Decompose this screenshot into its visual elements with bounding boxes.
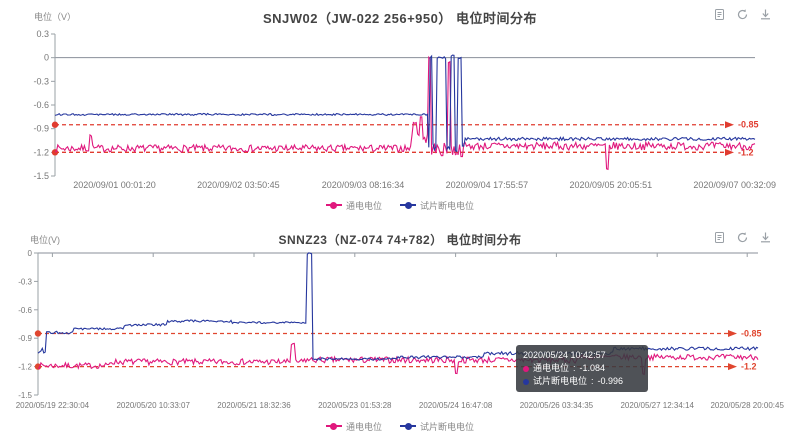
svg-text:2020/09/01 00:01:20: 2020/09/01 00:01:20 bbox=[73, 180, 156, 190]
svg-text:-1.2: -1.2 bbox=[738, 147, 754, 157]
tooltip-colon: : bbox=[591, 376, 594, 387]
chart1-y-axis-title: 电位（V） bbox=[34, 12, 77, 22]
svg-text:2020/05/20 10:33:07: 2020/05/20 10:33:07 bbox=[116, 401, 190, 410]
data-view-icon[interactable] bbox=[713, 8, 726, 21]
chart1-header: 电位（V） SNJW02（JW-022 256+950） 电位时间分布 bbox=[0, 0, 800, 26]
legend-marker bbox=[400, 201, 416, 209]
svg-text:-0.6: -0.6 bbox=[18, 306, 32, 315]
svg-text:2020/05/28 20:00:45: 2020/05/28 20:00:45 bbox=[710, 401, 784, 410]
svg-text:-0.85: -0.85 bbox=[741, 328, 762, 338]
svg-text:2020/09/07 00:32:09: 2020/09/07 00:32:09 bbox=[693, 180, 776, 190]
tooltip-colon: : bbox=[573, 363, 576, 374]
svg-text:-1.2: -1.2 bbox=[18, 363, 32, 372]
legend-item-on-potential[interactable]: 通电电位 bbox=[325, 420, 382, 433]
chart2-legend: 通电电位 试片断电电位 bbox=[0, 417, 800, 435]
chart1-toolbox bbox=[713, 8, 772, 21]
chart-tooltip: 2020/05/24 10:42:57 通电电位: -1.084 试片断电电位:… bbox=[516, 345, 648, 393]
data-view-icon[interactable] bbox=[713, 231, 726, 244]
svg-text:2020/05/23 01:53:28: 2020/05/23 01:53:28 bbox=[318, 401, 392, 410]
legend-label: 通电电位 bbox=[345, 421, 382, 432]
svg-text:2020/09/02 03:50:45: 2020/09/02 03:50:45 bbox=[197, 180, 280, 190]
svg-text:2020/05/27 12:34:14: 2020/05/27 12:34:14 bbox=[620, 401, 694, 410]
svg-text:-1.5: -1.5 bbox=[18, 391, 32, 400]
chart1-canvas[interactable]: 0.3 0 -0.3 -0.6 -0.9 -1.2 -1.5 2020/09/01 00:01… bbox=[0, 26, 800, 196]
tooltip-row-on-potential: 通电电位: -1.084 bbox=[523, 362, 641, 375]
legend-label: 试片断电电位 bbox=[420, 200, 475, 211]
svg-text:-0.6: -0.6 bbox=[33, 100, 49, 110]
legend-item-off-potential[interactable]: 试片断电电位 bbox=[400, 199, 474, 212]
series-dot bbox=[523, 378, 529, 385]
tooltip-value: -1.084 bbox=[579, 363, 606, 374]
svg-text:-0.9: -0.9 bbox=[18, 334, 32, 343]
chart1-legend: 通电电位 试片断电电位 bbox=[0, 196, 800, 214]
svg-text:-1.2: -1.2 bbox=[741, 362, 757, 372]
svg-text:0: 0 bbox=[44, 53, 49, 63]
svg-text:-0.3: -0.3 bbox=[33, 76, 49, 86]
svg-text:-1.5: -1.5 bbox=[33, 171, 49, 181]
chart2-toolbox bbox=[713, 231, 772, 244]
tooltip-value: -0.996 bbox=[597, 376, 624, 387]
refresh-icon[interactable] bbox=[736, 231, 749, 244]
svg-text:2020/09/03 08:16:34: 2020/09/03 08:16:34 bbox=[322, 180, 405, 190]
svg-text:0.3: 0.3 bbox=[36, 29, 49, 39]
svg-text:2020/05/26 03:34:35: 2020/05/26 03:34:35 bbox=[520, 401, 594, 410]
svg-text:2020/05/24 16:47:08: 2020/05/24 16:47:08 bbox=[419, 401, 493, 410]
chart-block-snnz23: 电位(V) SNNZ23（NZ-074 74+782） 电位时间分布 0 -0.3… bbox=[0, 225, 800, 448]
tooltip-row-off-potential: 试片断电电位: -0.996 bbox=[523, 375, 641, 388]
legend-marker bbox=[325, 422, 342, 430]
svg-text:2020/05/21 18:32:36: 2020/05/21 18:32:36 bbox=[217, 401, 291, 410]
legend-item-on-potential[interactable]: 通电电位 bbox=[325, 199, 382, 212]
svg-text:-0.9: -0.9 bbox=[33, 124, 49, 134]
legend-label: 通电电位 bbox=[345, 200, 382, 211]
tooltip-label: 试片断电电位 bbox=[533, 376, 588, 387]
chart-block-snjw02: 电位（V） SNJW02（JW-022 256+950） 电位时间分布 0.3 0… bbox=[0, 0, 800, 214]
legend-item-off-potential[interactable]: 试片断电电位 bbox=[400, 420, 474, 433]
legend-label: 试片断电电位 bbox=[420, 421, 475, 432]
refresh-icon[interactable] bbox=[736, 8, 749, 21]
legend-marker bbox=[400, 422, 416, 430]
svg-text:2020/09/04 17:55:57: 2020/09/04 17:55:57 bbox=[446, 180, 529, 190]
svg-text:2020/09/05 20:05:51: 2020/09/05 20:05:51 bbox=[570, 180, 653, 190]
tooltip-time: 2020/05/24 10:42:57 bbox=[523, 350, 606, 360]
tooltip-label: 通电电位 bbox=[533, 363, 570, 374]
svg-text:0: 0 bbox=[28, 249, 33, 258]
chart2-y-axis-title: 电位(V) bbox=[30, 235, 60, 245]
download-icon[interactable] bbox=[759, 231, 772, 244]
chart1-title: SNJW02（JW-022 256+950） 电位时间分布 bbox=[263, 11, 537, 26]
legend-marker bbox=[325, 201, 342, 209]
chart2-header: 电位(V) SNNZ23（NZ-074 74+782） 电位时间分布 bbox=[0, 225, 800, 249]
svg-text:-0.85: -0.85 bbox=[738, 120, 759, 130]
download-icon[interactable] bbox=[759, 8, 772, 21]
svg-text:2020/05/19 22:30:04: 2020/05/19 22:30:04 bbox=[16, 401, 90, 410]
chart2-title: SNNZ23（NZ-074 74+782） 电位时间分布 bbox=[278, 233, 522, 247]
series-dot bbox=[523, 365, 529, 372]
svg-text:-1.2: -1.2 bbox=[33, 147, 49, 157]
svg-text:-0.3: -0.3 bbox=[18, 277, 32, 286]
